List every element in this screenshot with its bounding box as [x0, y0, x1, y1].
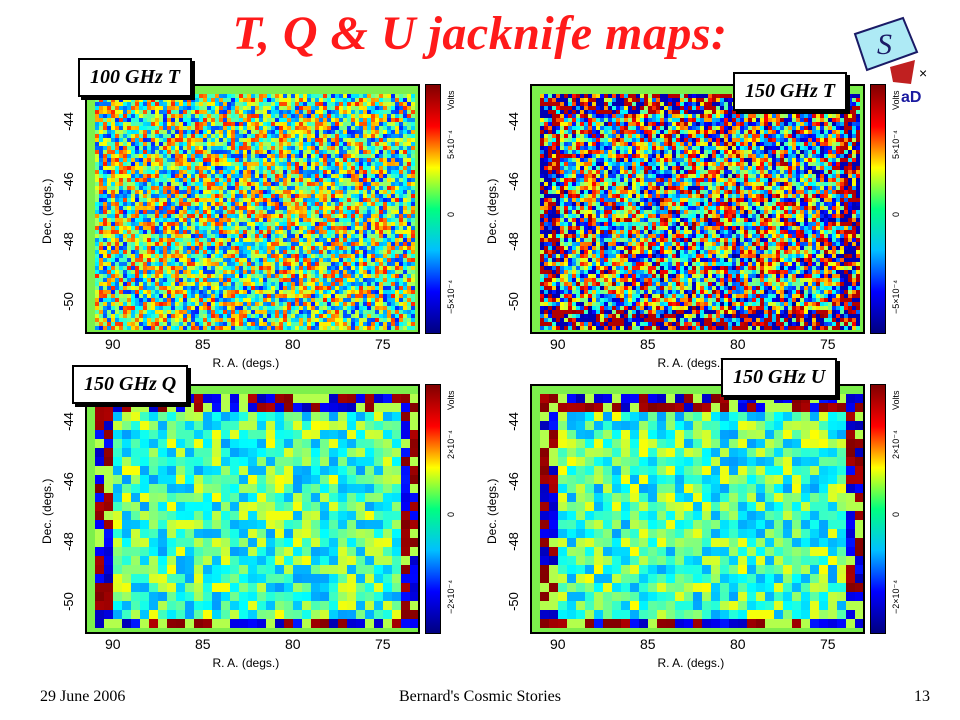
colorbar-tick-label: 5×10⁻⁴ — [446, 130, 456, 159]
x-tick-label: 90 — [550, 336, 566, 352]
x-tick-label: 75 — [820, 636, 836, 652]
y-axis-label: Dec. (degs.) — [40, 478, 54, 544]
colorbar-tick-label: 5×10⁻⁴ — [891, 130, 901, 159]
colorbar — [425, 384, 441, 634]
x-tick-label: 75 — [820, 336, 836, 352]
y-tick-label: -50 — [60, 592, 76, 611]
x-axis-label: R. A. (degs.) — [212, 656, 280, 670]
map-panel-150ghz-t: Dec. (degs.) -44 -46 -48 -50 90 85 80 75 R. A. (d… — [475, 70, 905, 380]
footer-date: 29 June 2006 — [40, 688, 126, 705]
y-tick-label: -46 — [505, 472, 521, 491]
colorbar-tick-label: −2×10⁻⁴ — [446, 579, 456, 614]
y-tick-label: -48 — [505, 232, 521, 251]
x-axis-label: R. A. (degs.) — [657, 356, 725, 370]
y-tick-label: -50 — [505, 292, 521, 311]
colorbar-unit-label: Volts — [891, 390, 901, 410]
panel-label: 150 GHz T — [733, 72, 847, 111]
map-panel-150ghz-u: Dec. (degs.) -44 -46 -48 -50 90 85 80 75 R. A. (d… — [475, 358, 905, 680]
y-tick-label: -44 — [60, 112, 76, 131]
svg-text:×: × — [919, 65, 927, 81]
slide-title: T, Q & U jacknife maps: — [232, 7, 728, 60]
y-tick-label: -44 — [505, 412, 521, 431]
x-tick-label: 75 — [375, 336, 391, 352]
page-number: 13 — [914, 688, 930, 705]
x-axis-label: R. A. (degs.) — [212, 356, 280, 370]
panel-label: 150 GHz Q — [72, 365, 189, 404]
colorbar-tick-label: 2×10⁻⁴ — [891, 430, 901, 459]
x-tick-label: 85 — [640, 336, 656, 352]
x-tick-label: 90 — [105, 336, 121, 352]
x-tick-label: 85 — [640, 636, 656, 652]
y-tick-label: -44 — [505, 112, 521, 131]
x-tick-label: 85 — [195, 336, 211, 352]
colorbar-unit-label: Volts — [891, 90, 901, 110]
colorbar-tick-label: −2×10⁻⁴ — [891, 579, 901, 614]
colorbar-tick-label: 0 — [446, 211, 456, 217]
x-tick-label: 80 — [730, 336, 746, 352]
colorbar-unit-label: Volts — [446, 90, 456, 110]
map-image — [530, 384, 865, 634]
colorbar — [425, 84, 441, 334]
colorbar-tick-label: −5×10⁻⁴ — [891, 279, 901, 314]
x-tick-label: 75 — [375, 636, 391, 652]
map-panel-100ghz-t: Dec. (degs.) -44 -46 -48 -50 90 85 80 75 R. A. (d… — [30, 58, 460, 380]
y-tick-label: -48 — [60, 232, 76, 251]
y-tick-label: -48 — [60, 532, 76, 551]
y-axis-label: Dec. (degs.) — [485, 478, 499, 544]
colorbar-tick-label: 0 — [446, 511, 456, 517]
svg-text:aD: aD — [901, 89, 921, 106]
colorbar — [870, 384, 886, 634]
x-tick-label: 85 — [195, 636, 211, 652]
map-image — [530, 84, 865, 334]
project-logo: S × aD — [853, 16, 927, 106]
y-axis-label: Dec. (degs.) — [40, 178, 54, 244]
y-tick-label: -46 — [60, 172, 76, 191]
y-tick-label: -44 — [60, 412, 76, 431]
x-tick-label: 90 — [105, 636, 121, 652]
colorbar-tick-label: −5×10⁻⁴ — [446, 279, 456, 314]
footer-title: Bernard's Cosmic Stories — [399, 688, 561, 705]
map-image — [85, 84, 420, 334]
y-tick-label: -48 — [505, 532, 521, 551]
colorbar-tick-label: 2×10⁻⁴ — [446, 430, 456, 459]
map-panel-150ghz-q: Dec. (degs.) -44 -46 -48 -50 90 85 80 75 R. A. (d… — [30, 365, 460, 680]
x-tick-label: 80 — [285, 336, 301, 352]
y-tick-label: -50 — [505, 592, 521, 611]
x-axis-label: R. A. (degs.) — [657, 656, 725, 670]
panel-label: 100 GHz T — [78, 58, 192, 97]
x-tick-label: 90 — [550, 636, 566, 652]
x-tick-label: 80 — [730, 636, 746, 652]
colorbar-tick-label: 0 — [891, 211, 901, 217]
map-image — [85, 384, 420, 634]
svg-text:S: S — [877, 28, 892, 61]
y-tick-label: -46 — [60, 472, 76, 491]
y-tick-label: -46 — [505, 172, 521, 191]
y-tick-label: -50 — [60, 292, 76, 311]
colorbar — [870, 84, 886, 334]
colorbar-tick-label: 0 — [891, 511, 901, 517]
panel-label: 150 GHz U — [721, 358, 838, 397]
colorbar-unit-label: Volts — [446, 390, 456, 410]
y-axis-label: Dec. (degs.) — [485, 178, 499, 244]
x-tick-label: 80 — [285, 636, 301, 652]
